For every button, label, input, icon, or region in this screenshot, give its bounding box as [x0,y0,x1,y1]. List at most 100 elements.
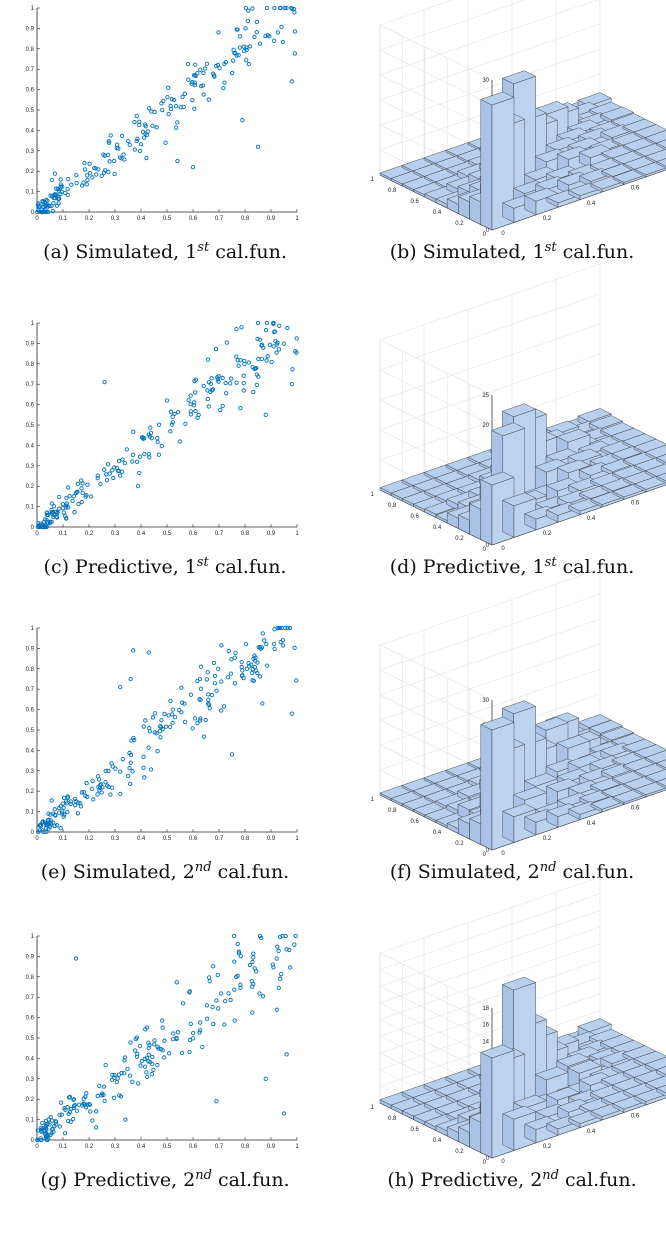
data-point [236,53,241,58]
data-point [223,380,228,386]
data-point [69,182,74,187]
y-tick-label: 0.7 [26,995,35,1001]
data-point [127,750,132,756]
data-point [130,769,135,774]
data-point [147,455,152,460]
data-point [271,344,276,349]
data-point [55,510,60,515]
data-point [280,933,285,939]
data-point [52,807,57,812]
y-tick-label: 0 [483,232,487,238]
y-tick-label: 0.9 [26,26,35,32]
data-point [204,677,210,682]
x-tick-label: 0.3 [111,836,120,842]
data-point [134,1054,140,1059]
data-point [155,1062,160,1068]
data-point [179,685,184,690]
y-tick-label: 0.2 [26,1097,35,1103]
caption-b: (b) Simulated, 1st cal.fun. [390,240,635,263]
data-point [138,1063,143,1068]
data-point [278,976,283,981]
bar [656,778,666,789]
data-point [216,379,221,384]
data-point [134,138,139,144]
bar [634,161,666,178]
caption-d: (d) Predictive, 1st cal.fun. [390,555,634,578]
y-tick-label: 0.4 [26,443,35,449]
data-point [192,716,198,721]
data-point [251,955,256,960]
x-tick-label: 0.9 [267,1144,276,1150]
y-tick-label: 0.3 [26,769,35,775]
data-point [114,465,120,471]
y-tick-label: 0.1 [26,505,35,511]
data-point [180,94,185,99]
x-tick-label: 0.4 [137,216,146,222]
data-point [212,681,218,686]
data-point [277,934,283,939]
data-point [92,165,97,171]
data-point [73,956,79,961]
data-point [231,47,236,52]
x-tick-label: 0.9 [267,216,276,222]
data-point [289,382,294,387]
data-point [155,1044,160,1049]
grid-line [379,926,601,1059]
grid-line [379,323,601,456]
y-tick-label: 0.2 [455,841,464,847]
data-point [226,991,231,996]
data-point [57,494,62,500]
data-point [105,783,110,788]
data-point [114,1079,120,1085]
data-point [216,1006,221,1011]
y-tick-label: 0 [483,547,487,553]
data-point [160,107,165,113]
data-point [263,1076,268,1081]
data-point [142,775,147,780]
caption-h: (h) Predictive, 2nd cal.fun. [387,1168,636,1191]
data-point [284,947,289,952]
x-tick-label: 0.6 [631,186,640,192]
data-point [293,933,298,939]
bars [379,700,666,851]
data-point [50,208,56,214]
x-tick-label: 0 [35,1144,39,1150]
data-point [232,1018,237,1023]
data-point [175,409,181,415]
caption-f: (f) Simulated, 2nd cal.fun. [390,860,634,883]
data-point [279,24,284,30]
data-point [263,328,269,333]
data-point [205,357,211,362]
data-point [216,374,221,379]
data-point [65,192,70,198]
data-point [168,429,173,434]
data-point [79,486,84,491]
data-point [94,1109,99,1114]
caption-c: (c) Predictive, 1st cal.fun. [44,555,287,578]
data-point [170,414,175,419]
y-tick-label: 0.1 [26,190,35,196]
data-point [64,495,69,501]
grid-line [379,893,601,1025]
y-tick-label: 0.2 [26,484,35,490]
data-point [147,434,153,439]
data-point [100,1091,105,1096]
data-point [111,1095,117,1100]
data-point [210,387,216,392]
data-point [267,342,273,347]
y-tick-label: 0.7 [26,687,35,693]
data-point [264,663,270,668]
data-point [190,98,195,103]
y-tick-label: 0.8 [26,362,35,368]
data-point [182,701,187,706]
data-point [292,645,297,650]
data-point [57,506,62,511]
x-tick-label: 0.4 [587,821,596,827]
data-point [40,819,45,824]
y-tick-label: 0 [31,830,35,836]
x-tick-label: 0.1 [59,216,68,222]
x-tick-label: 0.5 [163,1144,172,1150]
data-point [64,505,69,510]
data-point [197,696,202,702]
data-point [279,971,284,977]
